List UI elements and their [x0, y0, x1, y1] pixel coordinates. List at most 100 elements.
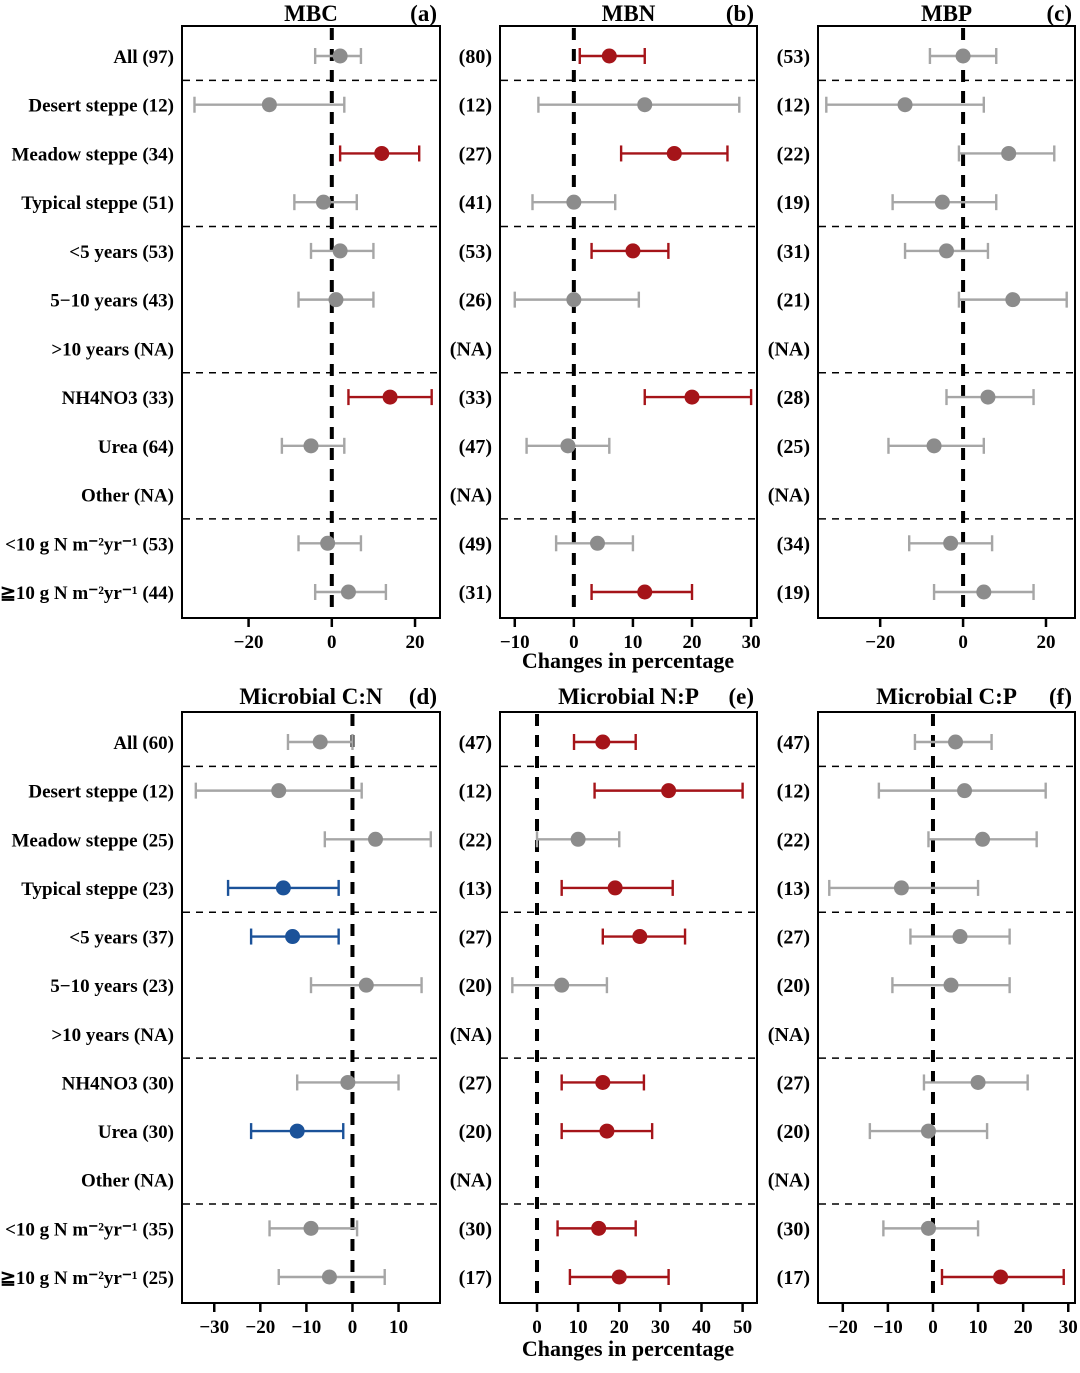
row-label: Urea (64)	[98, 437, 174, 458]
row-count-label: (27)	[459, 927, 492, 949]
row-count-label: (47)	[459, 732, 492, 754]
data-point	[952, 929, 968, 945]
x-tick-label: 20	[1036, 632, 1055, 653]
data-point	[943, 535, 959, 551]
error-bar	[887, 437, 986, 454]
panel-title-microbial-np: Microbial N:P	[558, 684, 699, 709]
x-tick-label: 10	[389, 1317, 408, 1338]
data-point	[328, 292, 344, 308]
data-point	[920, 1123, 936, 1139]
data-point	[303, 438, 319, 454]
x-tick-label: 40	[692, 1317, 711, 1338]
error-bar	[891, 194, 998, 211]
row-count-label: (NA)	[768, 338, 810, 360]
error-bar	[249, 1123, 345, 1140]
x-tick-label: 30	[651, 1317, 670, 1338]
row-label: >10 years (NA)	[51, 1025, 174, 1046]
row-count-label: (NA)	[450, 1170, 492, 1192]
error-bar	[280, 437, 346, 454]
row-count-label: (12)	[459, 95, 492, 117]
panel-letter-b: (b)	[725, 1, 754, 26]
row-count-label: (30)	[777, 1218, 810, 1240]
data-point	[303, 1220, 319, 1236]
error-bar	[513, 291, 641, 308]
row-count-label: (22)	[459, 829, 492, 851]
error-bar	[903, 242, 990, 259]
row-count-label: (17)	[777, 1267, 810, 1289]
x-tick-label: 0	[569, 632, 579, 653]
error-bar	[313, 48, 363, 64]
data-point	[1005, 292, 1021, 308]
data-point	[599, 1123, 615, 1139]
data-point	[554, 977, 570, 993]
x-tick-label: −20	[828, 1317, 858, 1338]
data-point	[893, 880, 909, 896]
error-bar	[338, 145, 421, 162]
error-bar	[347, 389, 433, 406]
data-point	[340, 1074, 356, 1090]
panel-b: −10 0 10 20 30 (80) (12) (27) (41) (53) (26) (NA) (3…	[450, 25, 761, 653]
row-count-label: (NA)	[450, 1024, 492, 1046]
row-label: >10 years (NA)	[51, 339, 174, 360]
error-bar	[309, 242, 375, 259]
panel-border	[817, 25, 1076, 619]
row-count-label: (19)	[777, 192, 810, 214]
data-point	[934, 194, 950, 210]
x-tick-label: 20	[1014, 1317, 1033, 1338]
row-label: ≧10 g N m⁻²yr⁻¹ (25)	[0, 1268, 174, 1289]
error-bar	[293, 194, 358, 211]
error-bar	[511, 977, 609, 994]
row-label: NH4NO3 (30)	[62, 1073, 174, 1094]
row-count-label: (13)	[459, 878, 492, 900]
row-label: <5 years (37)	[69, 928, 174, 949]
x-tick-label: −10	[500, 632, 530, 653]
error-bar	[927, 831, 1038, 848]
panel-border	[499, 25, 758, 619]
error-bar	[297, 291, 375, 308]
error-bar	[560, 1123, 654, 1140]
data-point	[993, 1269, 1009, 1285]
data-point	[1001, 145, 1017, 161]
data-point	[595, 1074, 611, 1090]
row-count-label: (34)	[777, 533, 810, 555]
data-point	[980, 389, 996, 405]
x-tick-label: 30	[742, 632, 761, 653]
panel-f: −20 −10 0 10 20 30 (47) (12) (22) (13) (27) (20) (NA…	[768, 711, 1078, 1338]
row-count-label: (13)	[777, 878, 810, 900]
row-count-label: (53)	[459, 241, 492, 263]
data-point	[368, 831, 383, 847]
panel-c: −20 0 20 (53) (12) (22) (19) (31) (21) (NA) (28) (2…	[768, 25, 1076, 653]
row-count-label: (21)	[777, 290, 810, 312]
panel-title-mbc: MBC	[284, 1, 338, 26]
data-point	[589, 535, 605, 551]
row-count-label: (12)	[777, 95, 810, 117]
data-point	[976, 584, 992, 600]
row-label: All (60)	[113, 733, 174, 754]
data-point	[926, 438, 942, 454]
x-tick-label: 10	[623, 632, 642, 653]
data-point	[939, 243, 954, 259]
data-point	[897, 97, 913, 113]
x-tick-label: 0	[928, 1317, 938, 1338]
error-bar	[868, 1123, 989, 1140]
data-point	[261, 97, 277, 113]
row-count-label: (NA)	[768, 1170, 810, 1192]
error-bar	[928, 48, 998, 64]
error-bar	[286, 734, 354, 750]
row-label: ≧10 g N m⁻²yr⁻¹ (44)	[0, 583, 174, 604]
row-count-label: (NA)	[450, 338, 492, 360]
data-point	[332, 48, 348, 64]
data-point	[948, 734, 964, 750]
data-point	[684, 389, 700, 405]
error-bar	[535, 831, 621, 848]
error-bar	[882, 1220, 980, 1237]
row-label: Desert steppe (12)	[28, 782, 174, 803]
panel-title-microbial-cp: Microbial C:P	[876, 684, 1017, 709]
x-axis-label-bottom: Changes in percentage	[521, 1336, 735, 1361]
panel-letter-f: (f)	[1049, 684, 1072, 709]
error-bar	[891, 977, 1011, 994]
error-bar	[193, 96, 346, 113]
error-bar	[909, 928, 1011, 945]
